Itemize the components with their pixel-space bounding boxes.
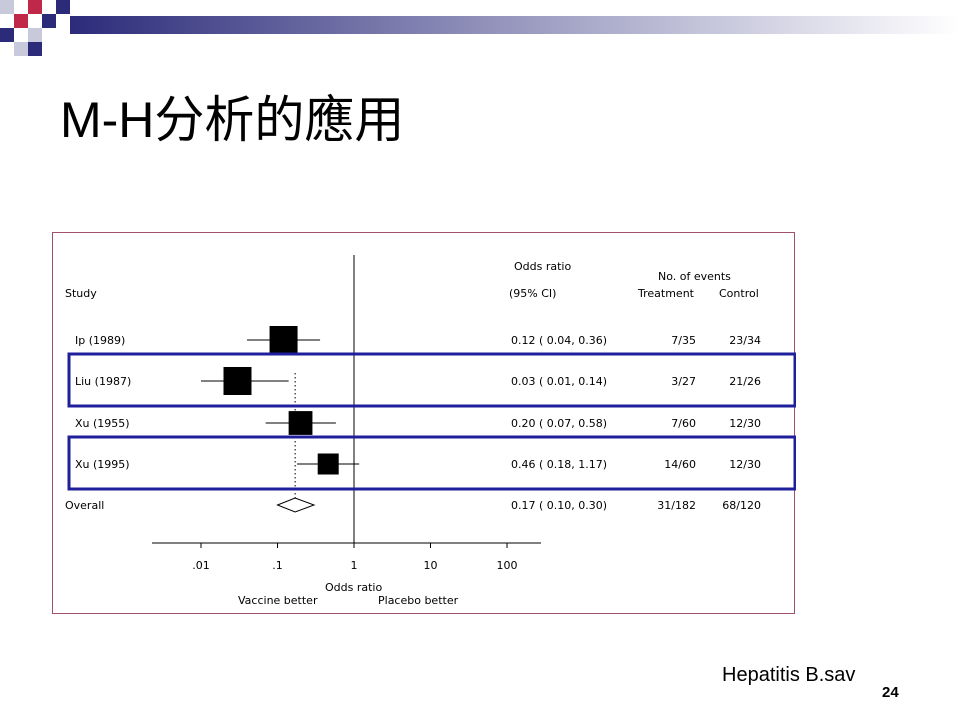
title-decoration (0, 0, 960, 56)
control-events: 23/34 (729, 334, 761, 347)
overall-name: Overall (65, 499, 104, 512)
ci-header: (95% CI) (509, 287, 556, 300)
highlight-box (67, 352, 796, 408)
point-estimate-box (317, 453, 339, 475)
corner-square-8 (14, 42, 28, 56)
highlight-box (67, 435, 796, 491)
overall-or-ci-text: 0.17 ( 0.10, 0.30) (511, 499, 607, 512)
highlight-layer (67, 352, 796, 491)
forest-plot: .01 .1 1 10 100 Odds ratio No. of events Stu… (65, 255, 796, 607)
events-header: No. of events (658, 270, 731, 283)
overall-treatment-events: 31/182 (657, 499, 696, 512)
or-title-label: Odds ratio (514, 260, 571, 273)
study-name: Liu (1987) (75, 375, 131, 388)
treatment-header: Treatment (637, 287, 695, 300)
or-ci-text: 0.12 ( 0.04, 0.36) (511, 334, 607, 347)
corner-square-2 (28, 0, 42, 14)
rows-layer: Ip (1989) 0.12 ( 0.04, 0.36) 7/35 23/34 Liu … (65, 326, 761, 513)
x-axis-title: Odds ratio (325, 581, 382, 594)
study-row: Liu (1987) 0.03 ( 0.01, 0.14) 3/27 21/26 (75, 367, 761, 395)
corner-square-9 (28, 42, 42, 56)
treatment-events: 14/60 (664, 458, 696, 471)
slide-title: M-H分析的應用 (60, 92, 405, 148)
study-row: Xu (1995) 0.46 ( 0.18, 1.17) 14/60 12/30 (75, 453, 761, 475)
point-estimate-box (269, 326, 298, 354)
x-tick-label: .1 (272, 559, 283, 572)
x-tick-label: 10 (424, 559, 438, 572)
treatment-events: 3/27 (671, 375, 696, 388)
corner-square-1 (0, 0, 14, 14)
control-events: 12/30 (729, 417, 761, 430)
study-name: Ip (1989) (75, 334, 125, 347)
treatment-events: 7/35 (671, 334, 696, 347)
study-name: Xu (1995) (75, 458, 130, 471)
x-tick-label: 100 (497, 559, 518, 572)
study-header: Study (65, 287, 97, 300)
point-estimate-box (288, 411, 313, 435)
x-tick-label: .01 (192, 559, 210, 572)
overall-row: Overall 0.17 ( 0.10, 0.30) 31/182 68/120 (65, 497, 761, 513)
overall-control-events: 68/120 (722, 499, 761, 512)
control-header: Control (719, 287, 759, 300)
treatment-events: 7/60 (671, 417, 696, 430)
study-row: Ip (1989) 0.12 ( 0.04, 0.36) 7/35 23/34 (75, 326, 761, 354)
corner-square-5 (42, 14, 56, 28)
corner-square-6 (0, 28, 14, 42)
corner-square-7 (28, 28, 42, 42)
or-ci-text: 0.20 ( 0.07, 0.58) (511, 417, 607, 430)
or-ci-text: 0.46 ( 0.18, 1.17) (511, 458, 607, 471)
x-tick-label: 1 (351, 559, 358, 572)
corner-square-4 (14, 14, 28, 28)
point-estimate-box (223, 367, 252, 395)
control-events: 21/26 (729, 375, 761, 388)
or-ci-text: 0.03 ( 0.01, 0.14) (511, 375, 607, 388)
forest-plot-figure: .01 .1 1 10 100 Odds ratio No. of events Stu… (52, 232, 796, 614)
study-name: Xu (1955) (75, 417, 130, 430)
page-number: 24 (882, 684, 899, 701)
favours-right-label: Placebo better (378, 594, 459, 607)
header-gradient-band (70, 16, 960, 34)
corner-square-3 (56, 0, 70, 14)
dataset-filename: Hepatitis B.sav (722, 664, 856, 686)
overall-diamond (276, 497, 316, 513)
control-events: 12/30 (729, 458, 761, 471)
favours-left-label: Vaccine better (238, 594, 318, 607)
axis-footer: Odds ratio Vaccine better Placebo better (238, 581, 459, 607)
axis-layer: .01 .1 1 10 100 (152, 255, 541, 572)
study-row: Xu (1955) 0.20 ( 0.07, 0.58) 7/60 12/30 (75, 411, 761, 435)
headers-layer: Odds ratio No. of events Study (95% CI) … (65, 260, 759, 300)
